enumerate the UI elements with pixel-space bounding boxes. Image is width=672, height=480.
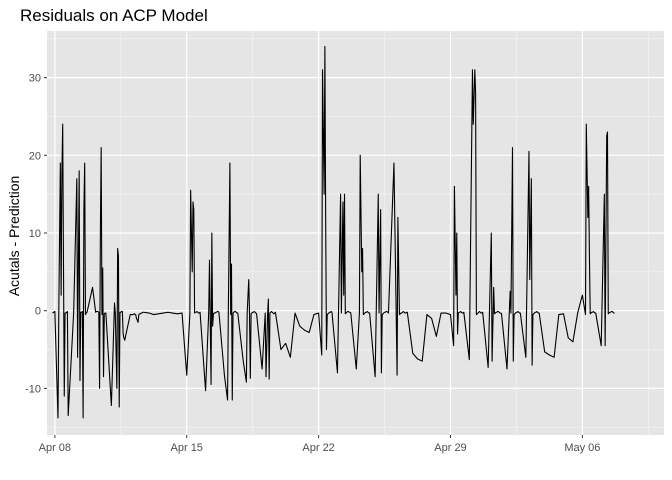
major-grid	[47, 31, 664, 435]
x-axis: Apr 08 Apr 15 Apr 22 Apr 29 May 06	[39, 435, 600, 454]
y-tick-label: 30	[29, 73, 41, 85]
y-tick-label: -10	[25, 383, 41, 395]
y-tick-label: 0	[35, 306, 41, 318]
y-axis: -10 0 10 20 30	[25, 73, 47, 395]
x-tick-label: Apr 08	[39, 442, 71, 454]
chart-title: Residuals on ACP Model	[20, 6, 208, 25]
residual-series-line	[52, 45, 615, 419]
y-axis-label: Acutals - Prediction	[6, 176, 22, 297]
y-tick-label: 20	[29, 150, 41, 162]
x-tick-label: May 06	[564, 442, 600, 454]
x-tick-label: Apr 15	[171, 442, 203, 454]
x-tick-label: Apr 22	[302, 442, 334, 454]
x-tick-label: Apr 29	[434, 442, 466, 454]
y-tick-label: 10	[29, 228, 41, 240]
